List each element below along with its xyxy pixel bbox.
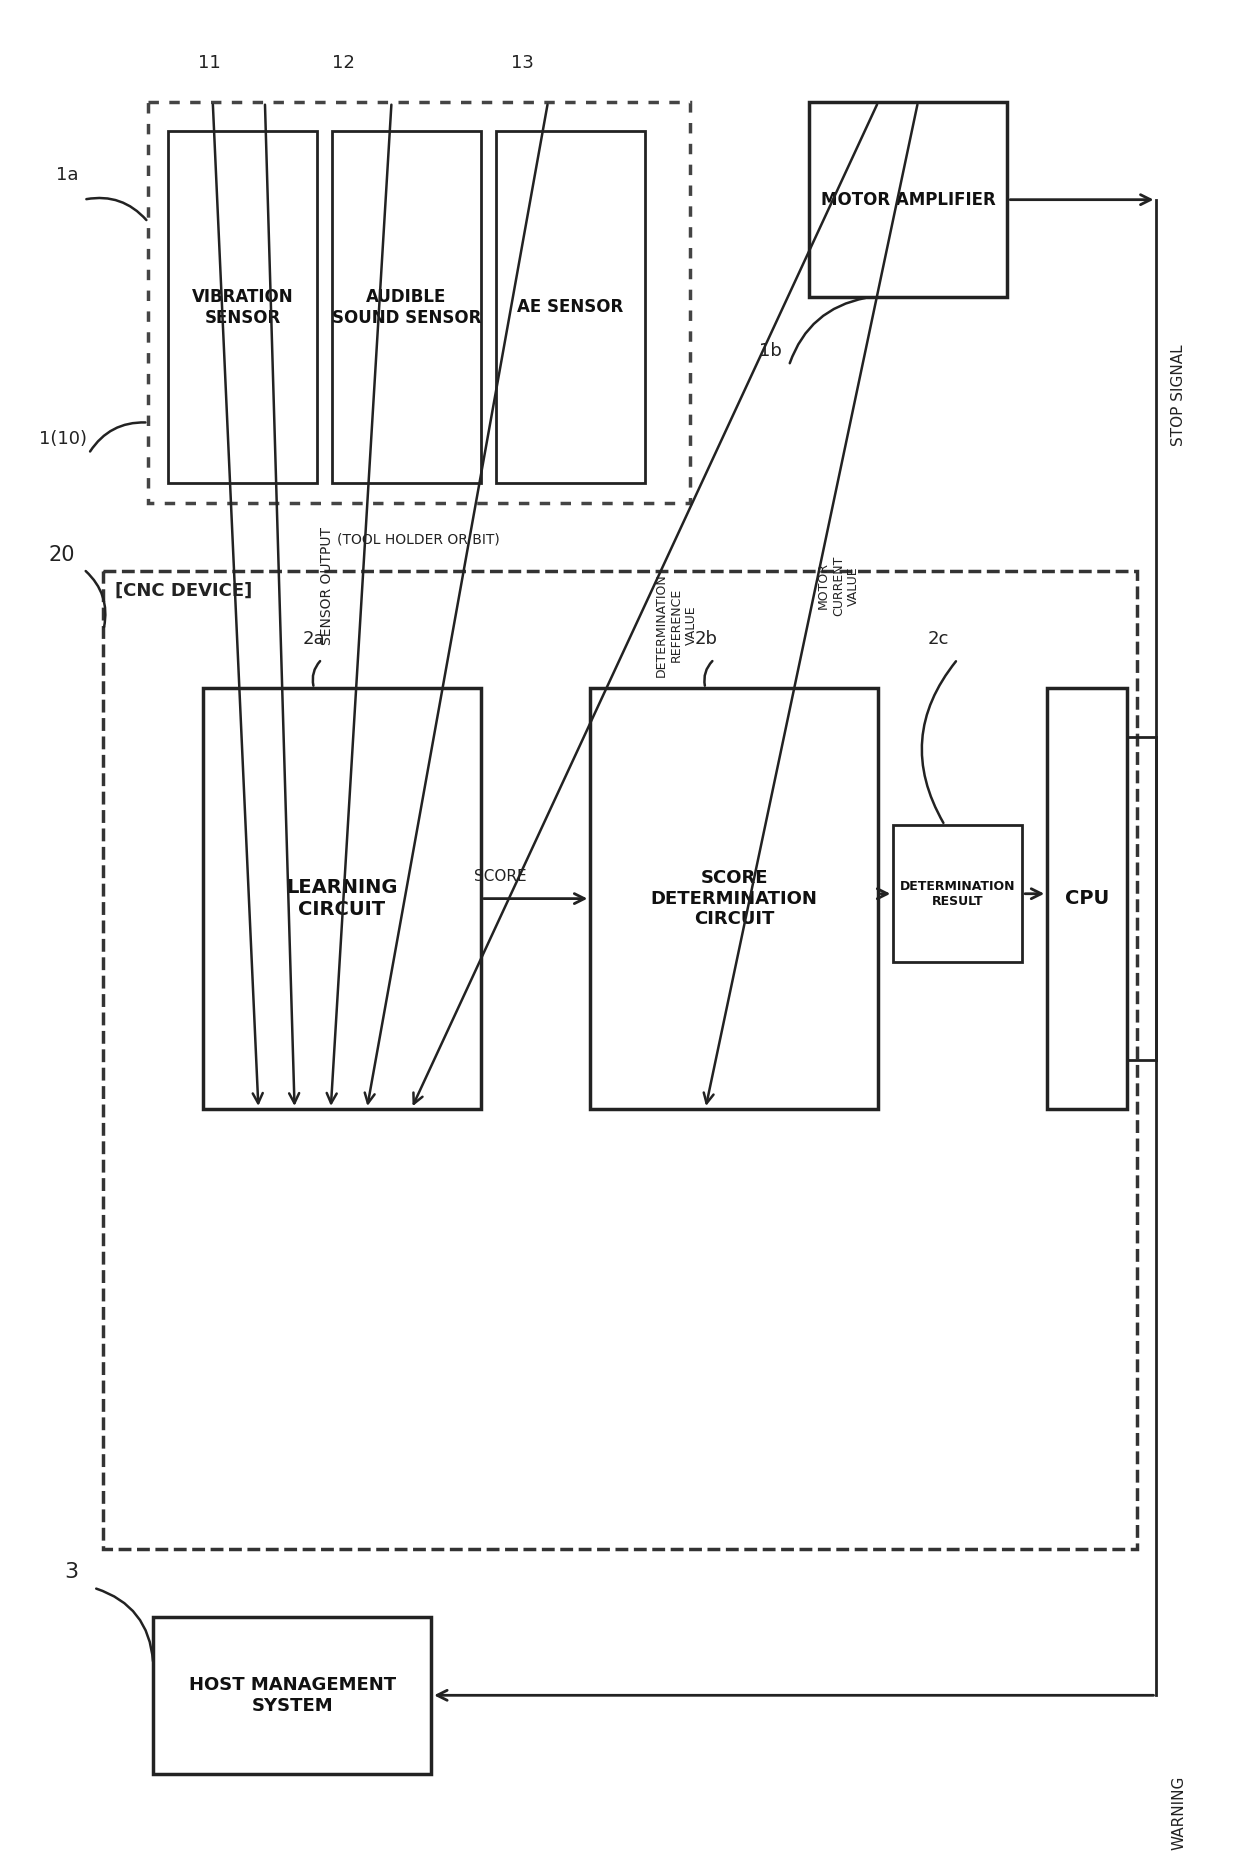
Text: DETERMINATION
RESULT: DETERMINATION RESULT — [900, 879, 1016, 907]
Text: CPU: CPU — [1065, 889, 1109, 909]
Bar — [590, 688, 878, 1109]
Text: 13: 13 — [511, 54, 533, 72]
Bar — [103, 571, 1137, 1549]
Text: LEARNING
CIRCUIT: LEARNING CIRCUIT — [286, 877, 398, 918]
Text: (TOOL HOLDER OR BIT): (TOOL HOLDER OR BIT) — [337, 532, 500, 545]
Text: 12: 12 — [332, 54, 355, 72]
Text: VIBRATION
SENSOR: VIBRATION SENSOR — [192, 288, 294, 326]
Text: 1(10): 1(10) — [38, 430, 87, 449]
Text: 1a: 1a — [56, 167, 78, 184]
Text: STOP SIGNAL: STOP SIGNAL — [1172, 345, 1187, 445]
Bar — [496, 132, 645, 482]
Text: WARNING: WARNING — [1172, 1775, 1187, 1849]
Text: 2b: 2b — [694, 631, 718, 649]
Bar — [1047, 688, 1127, 1109]
Text: HOST MANAGEMENT
SYSTEM: HOST MANAGEMENT SYSTEM — [188, 1675, 396, 1714]
Text: MOTOR
CURRENT
VALUE: MOTOR CURRENT VALUE — [817, 556, 861, 616]
Text: MOTOR AMPLIFIER: MOTOR AMPLIFIER — [821, 191, 996, 208]
Bar — [169, 132, 317, 482]
Text: SENSOR OUTPUT: SENSOR OUTPUT — [320, 527, 334, 646]
Text: 1b: 1b — [759, 341, 782, 360]
Text: 20: 20 — [48, 545, 76, 566]
Bar — [893, 825, 1022, 963]
Text: SCORE: SCORE — [475, 868, 527, 885]
Bar — [203, 688, 481, 1109]
Text: AUDIBLE
SOUND SENSOR: AUDIBLE SOUND SENSOR — [332, 288, 481, 326]
Text: SCORE
DETERMINATION
CIRCUIT: SCORE DETERMINATION CIRCUIT — [651, 868, 817, 928]
Text: AE SENSOR: AE SENSOR — [517, 299, 624, 315]
Text: DETERMINATION
REFERENCE
VALUE: DETERMINATION REFERENCE VALUE — [655, 573, 698, 677]
Text: 2a: 2a — [303, 631, 325, 649]
Bar — [808, 102, 1007, 297]
Text: [CNC DEVICE]: [CNC DEVICE] — [115, 582, 253, 599]
Text: 11: 11 — [198, 54, 221, 72]
Bar — [154, 1618, 432, 1773]
Text: 2c: 2c — [928, 631, 950, 649]
Bar — [332, 132, 481, 482]
Text: 3: 3 — [63, 1562, 78, 1582]
Bar — [149, 102, 689, 503]
